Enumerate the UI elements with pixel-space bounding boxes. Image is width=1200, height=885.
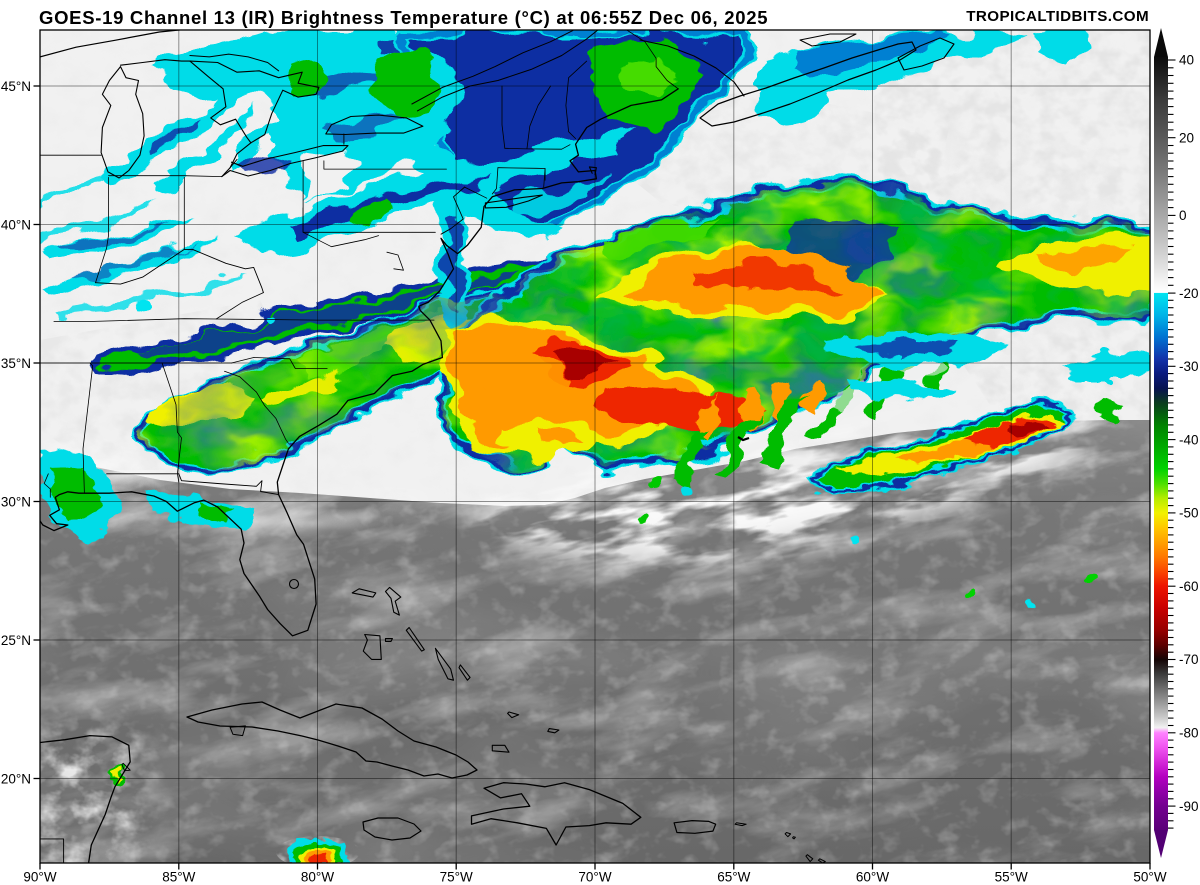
svg-text:55°W: 55°W xyxy=(995,870,1028,885)
svg-text:90°W: 90°W xyxy=(23,870,56,885)
svg-text:-40: -40 xyxy=(1179,432,1199,447)
svg-text:60°W: 60°W xyxy=(856,870,889,885)
svg-text:30°N: 30°N xyxy=(1,494,31,509)
svg-text:-30: -30 xyxy=(1179,359,1199,374)
svg-text:0: 0 xyxy=(1179,208,1187,223)
svg-text:50°W: 50°W xyxy=(1133,870,1166,885)
svg-text:85°W: 85°W xyxy=(162,870,195,885)
svg-text:40°N: 40°N xyxy=(1,217,31,232)
svg-text:25°N: 25°N xyxy=(1,633,31,648)
svg-text:-70: -70 xyxy=(1179,652,1199,667)
svg-text:80°W: 80°W xyxy=(301,870,334,885)
svg-text:GOES-19 Channel 13 (IR) Bright: GOES-19 Channel 13 (IR) Brightness Tempe… xyxy=(39,7,768,28)
svg-text:-90: -90 xyxy=(1179,799,1199,814)
svg-text:-20: -20 xyxy=(1179,286,1199,301)
svg-text:65°W: 65°W xyxy=(717,870,750,885)
svg-text:40: 40 xyxy=(1179,53,1194,68)
svg-text:45°N: 45°N xyxy=(1,79,31,94)
svg-text:-50: -50 xyxy=(1179,506,1199,521)
svg-text:-80: -80 xyxy=(1179,726,1199,741)
svg-text:-60: -60 xyxy=(1179,579,1199,594)
svg-text:20: 20 xyxy=(1179,130,1194,145)
svg-text:75°W: 75°W xyxy=(440,870,473,885)
svg-text:20°N: 20°N xyxy=(1,771,31,786)
svg-text:70°W: 70°W xyxy=(578,870,611,885)
svg-text:35°N: 35°N xyxy=(1,356,31,371)
svg-text:TROPICALTIDBITS.COM: TROPICALTIDBITS.COM xyxy=(966,8,1149,25)
